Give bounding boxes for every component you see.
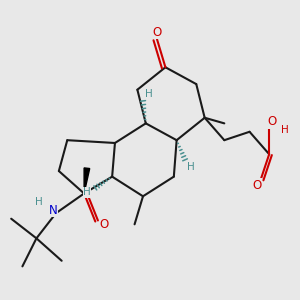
Text: H: H — [187, 162, 194, 172]
Text: H: H — [35, 197, 43, 207]
Text: N: N — [49, 204, 58, 217]
Text: H: H — [83, 187, 91, 197]
Polygon shape — [84, 168, 90, 194]
Text: O: O — [152, 26, 162, 39]
Text: H: H — [281, 125, 289, 135]
Text: O: O — [252, 178, 261, 192]
Text: O: O — [267, 116, 277, 128]
Text: H: H — [145, 89, 152, 99]
Text: O: O — [99, 218, 108, 231]
